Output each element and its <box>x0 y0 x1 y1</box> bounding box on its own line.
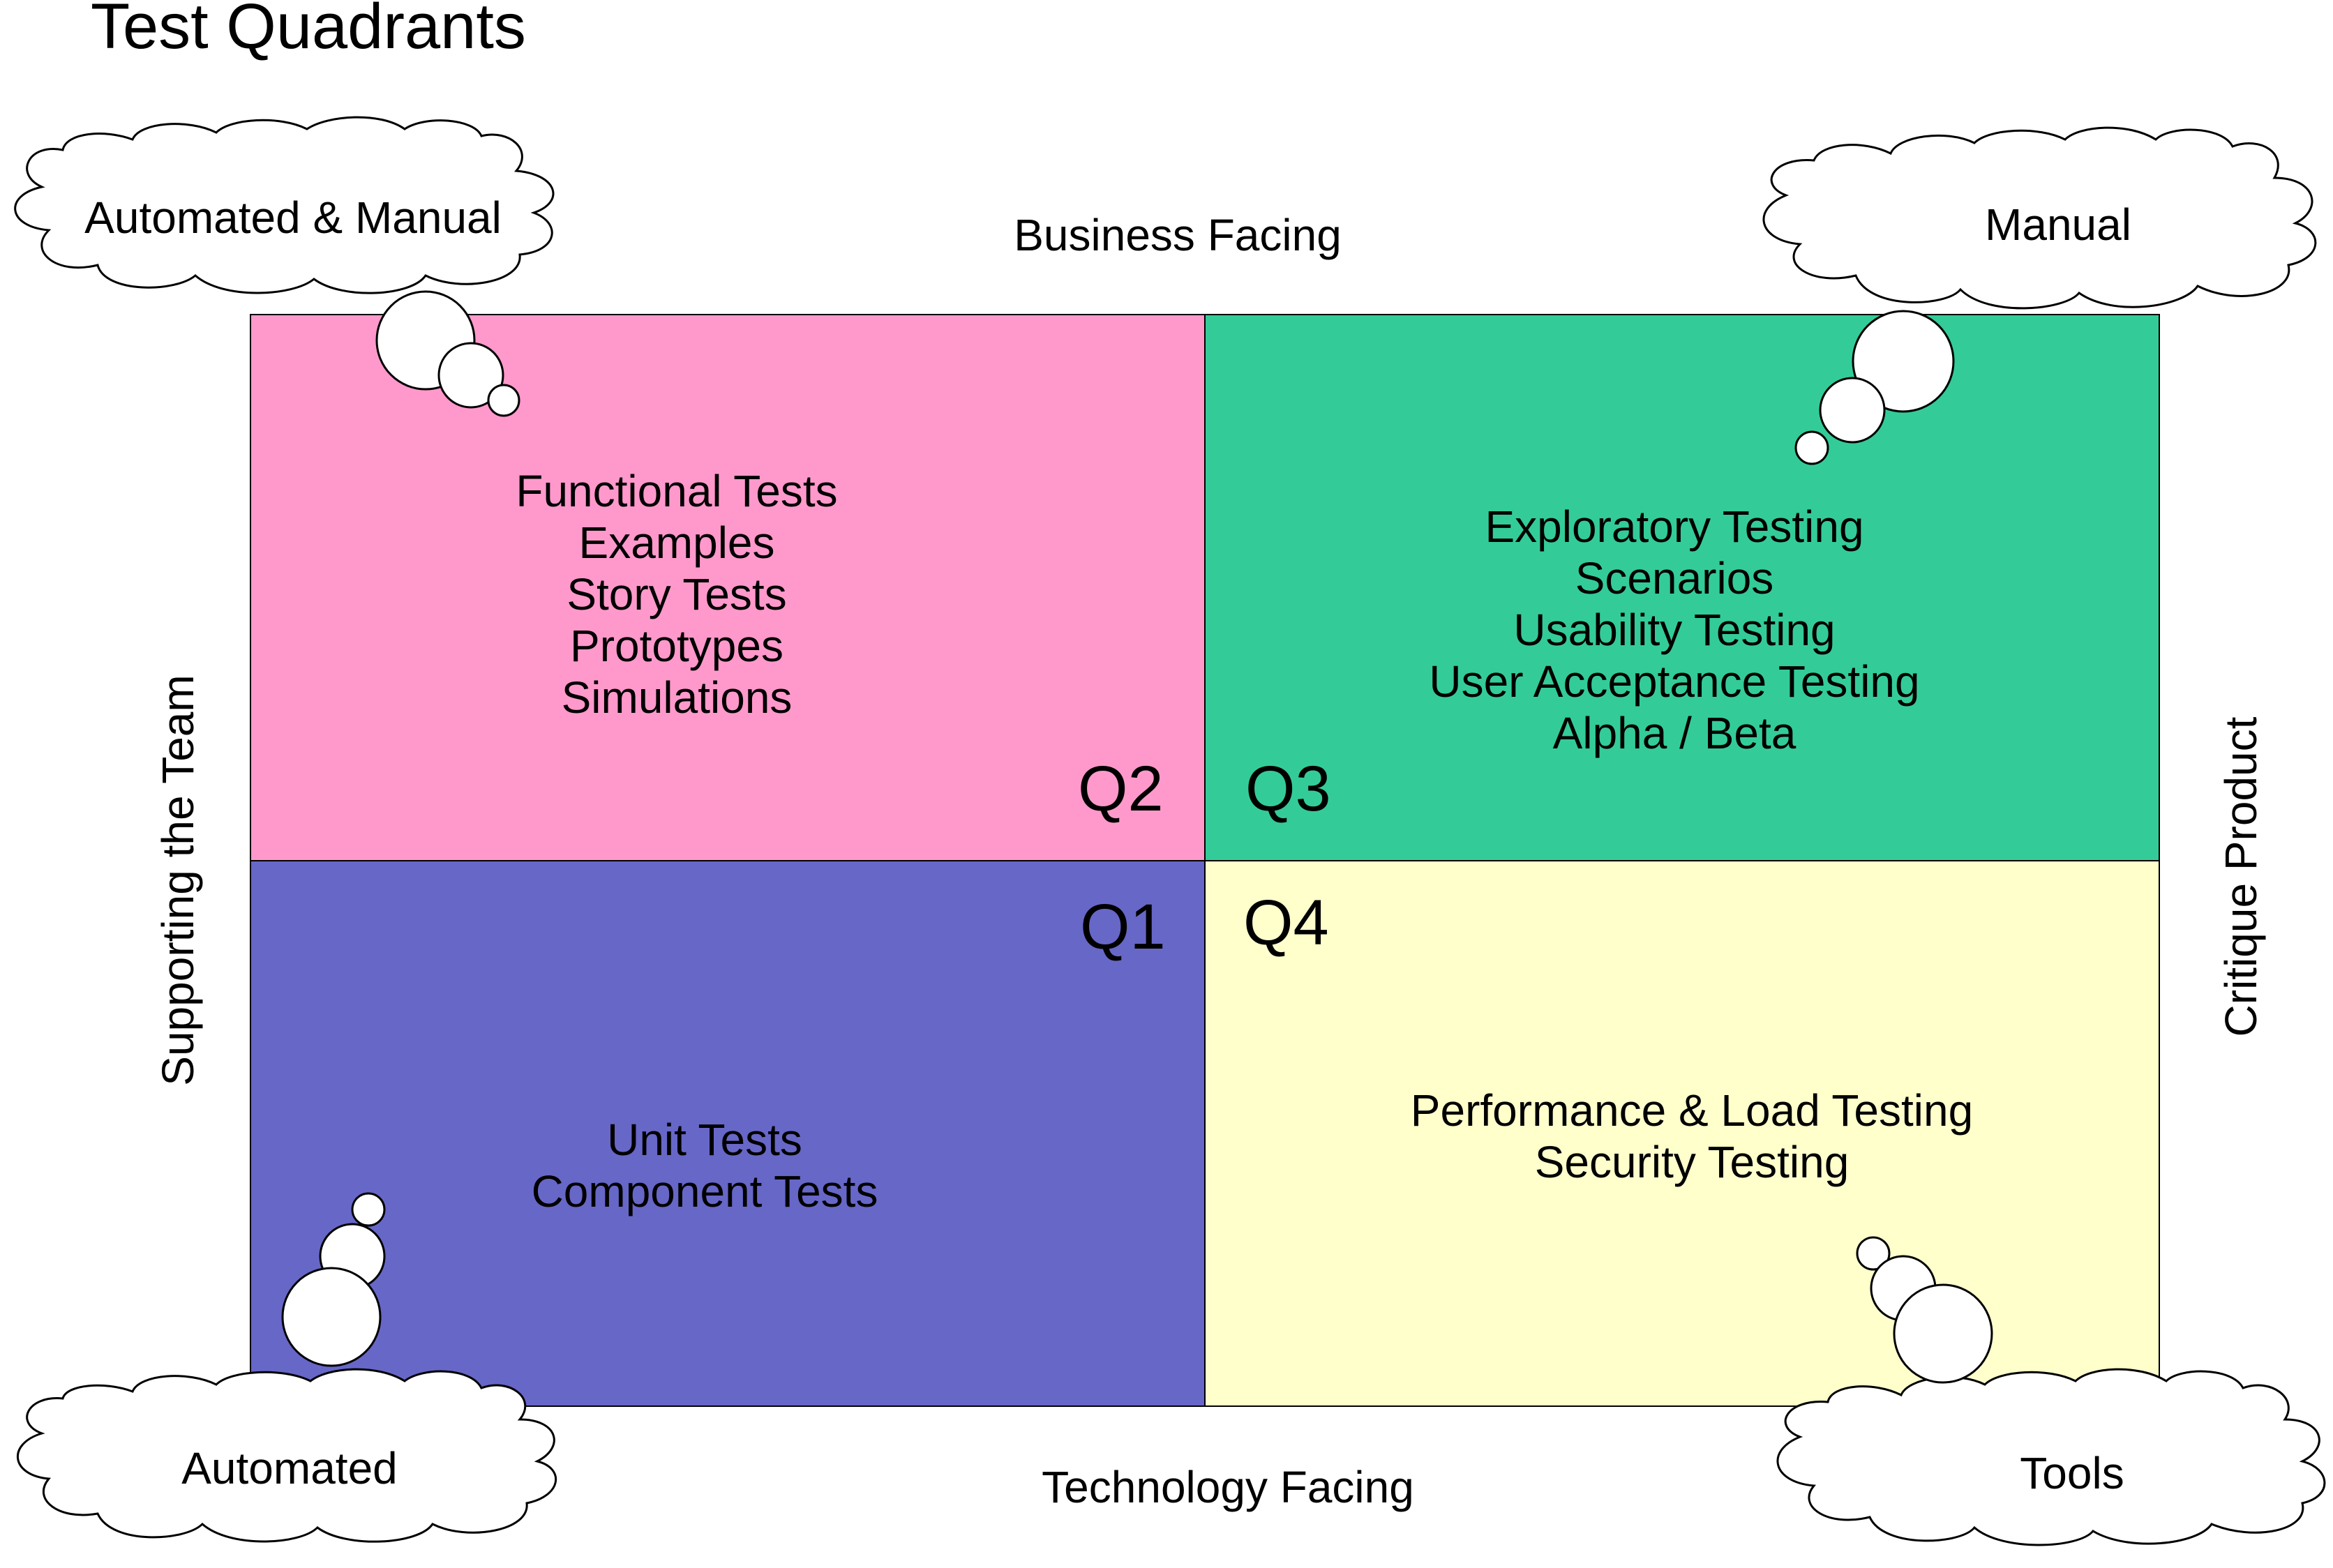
cloud-label-top-right: Manual <box>1985 199 2131 250</box>
quadrant-q4-items: Performance & Load Testing Security Test… <box>1273 1085 2110 1188</box>
bubble-circle <box>1794 430 1829 465</box>
quadrant-label-q3: Q3 <box>1245 753 1331 824</box>
quadrant-label-q4: Q4 <box>1243 887 1329 958</box>
list-item: Exploratory Testing <box>1485 502 1864 552</box>
list-item: Performance & Load Testing <box>1410 1085 1974 1136</box>
quadrant-q4 <box>1204 860 2160 1407</box>
quadrant-q3-items: Exploratory Testing Scenarios Usability … <box>1256 501 2093 759</box>
bubble-circle <box>1893 1283 1993 1384</box>
list-item: Component Tests <box>531 1166 878 1216</box>
list-item: Alpha / Beta <box>1552 708 1796 758</box>
list-item: Unit Tests <box>607 1115 802 1165</box>
axis-label-bottom: Technology Facing <box>1042 1462 1414 1512</box>
cloud-label-top-left: Automated & Manual <box>84 193 502 243</box>
list-item: Prototypes <box>570 621 783 671</box>
bubble-circle <box>1819 377 1886 444</box>
cloud-shape-top-right <box>1762 126 2317 310</box>
quadrant-q2 <box>250 314 1206 861</box>
list-item: Usability Testing <box>1513 605 1836 655</box>
list-item: Functional Tests <box>516 466 838 516</box>
cloud-label-bottom-right: Tools <box>2020 1448 2124 1498</box>
page-title: Test Quadrants <box>91 0 526 62</box>
quadrant-q1 <box>250 860 1206 1407</box>
bubble-circle <box>437 342 504 409</box>
list-item: Scenarios <box>1575 553 1774 603</box>
list-item: Simulations <box>561 672 793 723</box>
bubble-circle <box>487 384 520 417</box>
axis-label-top: Business Facing <box>1014 210 1342 260</box>
quadrant-label-q2: Q2 <box>1078 753 1164 824</box>
list-item: Security Testing <box>1534 1137 1850 1187</box>
bubble-circle <box>281 1267 382 1367</box>
cloud-shape-top-left <box>14 116 555 294</box>
quadrant-q1-items: Unit Tests Component Tests <box>426 1114 984 1217</box>
bubble-circle <box>1856 1236 1891 1271</box>
bubble-circle <box>351 1192 386 1227</box>
list-item: Examples <box>578 518 775 568</box>
cloud-shape-bottom-right <box>1776 1368 2326 1546</box>
bubble-circle <box>1852 310 1955 413</box>
list-item: User Acceptance Testing <box>1429 656 1920 707</box>
quadrant-label-q1: Q1 <box>1080 891 1166 963</box>
list-item: Story Tests <box>567 569 787 619</box>
cloud-label-bottom-left: Automated <box>181 1443 398 1493</box>
cloud-shape-bottom-left <box>16 1368 557 1543</box>
quadrant-q2-items: Functional Tests Examples Story Tests Pr… <box>398 465 956 723</box>
